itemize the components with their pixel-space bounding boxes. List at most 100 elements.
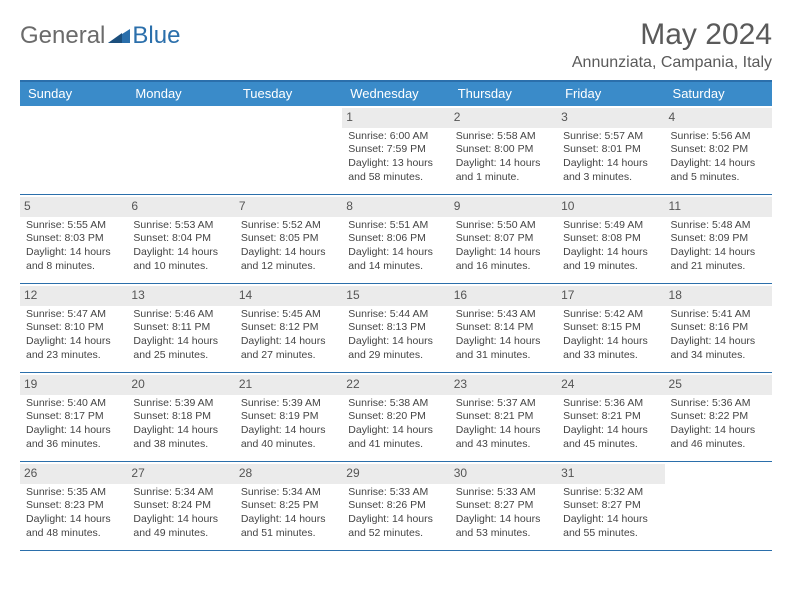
daylight-text: and 16 minutes. <box>456 260 553 274</box>
day-number: 17 <box>557 286 664 306</box>
calendar-day: 18Sunrise: 5:41 AMSunset: 8:16 PMDayligh… <box>665 284 772 372</box>
daylight-text: and 49 minutes. <box>133 527 230 541</box>
day-number: 11 <box>665 197 772 217</box>
calendar-day: . <box>20 106 127 194</box>
sunset-text: Sunset: 8:21 PM <box>563 410 660 424</box>
sunset-text: Sunset: 8:14 PM <box>456 321 553 335</box>
calendar-week: 12Sunrise: 5:47 AMSunset: 8:10 PMDayligh… <box>20 284 772 373</box>
daylight-text: Daylight: 14 hours <box>563 157 660 171</box>
daylight-text: Daylight: 14 hours <box>348 246 445 260</box>
daylight-text: Daylight: 14 hours <box>456 335 553 349</box>
calendar-day: 30Sunrise: 5:33 AMSunset: 8:27 PMDayligh… <box>450 462 557 550</box>
calendar-day: 19Sunrise: 5:40 AMSunset: 8:17 PMDayligh… <box>20 373 127 461</box>
daylight-text: Daylight: 14 hours <box>348 424 445 438</box>
calendar-page: General Blue May 2024 Annunziata, Campan… <box>0 0 792 561</box>
sunset-text: Sunset: 8:11 PM <box>133 321 230 335</box>
sunset-text: Sunset: 8:19 PM <box>241 410 338 424</box>
weekday-header: Tuesday <box>235 82 342 106</box>
daylight-text: and 10 minutes. <box>133 260 230 274</box>
sunset-text: Sunset: 7:59 PM <box>348 143 445 157</box>
calendar-day: . <box>127 106 234 194</box>
day-number: 4 <box>665 108 772 128</box>
daylight-text: Daylight: 14 hours <box>456 246 553 260</box>
daylight-text: Daylight: 14 hours <box>456 513 553 527</box>
daylight-text: and 8 minutes. <box>26 260 123 274</box>
calendar-day: 9Sunrise: 5:50 AMSunset: 8:07 PMDaylight… <box>450 195 557 283</box>
daylight-text: and 48 minutes. <box>26 527 123 541</box>
calendar-day: 21Sunrise: 5:39 AMSunset: 8:19 PMDayligh… <box>235 373 342 461</box>
calendar-week: ...1Sunrise: 6:00 AMSunset: 7:59 PMDayli… <box>20 106 772 195</box>
sunrise-text: Sunrise: 5:55 AM <box>26 219 123 233</box>
page-header: General Blue May 2024 Annunziata, Campan… <box>20 18 772 72</box>
daylight-text: and 45 minutes. <box>563 438 660 452</box>
sunrise-text: Sunrise: 5:34 AM <box>241 486 338 500</box>
sunset-text: Sunset: 8:17 PM <box>26 410 123 424</box>
sunrise-text: Sunrise: 5:58 AM <box>456 130 553 144</box>
day-number: 9 <box>450 197 557 217</box>
sunrise-text: Sunrise: 5:34 AM <box>133 486 230 500</box>
sunset-text: Sunset: 8:15 PM <box>563 321 660 335</box>
daylight-text: Daylight: 14 hours <box>26 513 123 527</box>
daylight-text: Daylight: 14 hours <box>563 335 660 349</box>
daylight-text: and 40 minutes. <box>241 438 338 452</box>
weekday-header: Monday <box>127 82 234 106</box>
sunrise-text: Sunrise: 5:47 AM <box>26 308 123 322</box>
daylight-text: and 55 minutes. <box>563 527 660 541</box>
calendar-day: 23Sunrise: 5:37 AMSunset: 8:21 PMDayligh… <box>450 373 557 461</box>
sunset-text: Sunset: 8:18 PM <box>133 410 230 424</box>
sunset-text: Sunset: 8:06 PM <box>348 232 445 246</box>
day-number: 26 <box>20 464 127 484</box>
day-number: 6 <box>127 197 234 217</box>
daylight-text: and 36 minutes. <box>26 438 123 452</box>
day-number: 5 <box>20 197 127 217</box>
sunrise-text: Sunrise: 5:46 AM <box>133 308 230 322</box>
calendar-day: 4Sunrise: 5:56 AMSunset: 8:02 PMDaylight… <box>665 106 772 194</box>
day-number: 2 <box>450 108 557 128</box>
sunset-text: Sunset: 8:27 PM <box>456 499 553 513</box>
sunrise-text: Sunrise: 5:43 AM <box>456 308 553 322</box>
day-number: 25 <box>665 375 772 395</box>
calendar-day: 13Sunrise: 5:46 AMSunset: 8:11 PMDayligh… <box>127 284 234 372</box>
day-number: 7 <box>235 197 342 217</box>
weekday-header: Sunday <box>20 82 127 106</box>
sunrise-text: Sunrise: 5:38 AM <box>348 397 445 411</box>
calendar-day: 25Sunrise: 5:36 AMSunset: 8:22 PMDayligh… <box>665 373 772 461</box>
calendar-day: 24Sunrise: 5:36 AMSunset: 8:21 PMDayligh… <box>557 373 664 461</box>
sunset-text: Sunset: 8:12 PM <box>241 321 338 335</box>
daylight-text: and 31 minutes. <box>456 349 553 363</box>
daylight-text: and 52 minutes. <box>348 527 445 541</box>
daylight-text: and 41 minutes. <box>348 438 445 452</box>
daylight-text: and 12 minutes. <box>241 260 338 274</box>
sunset-text: Sunset: 8:21 PM <box>456 410 553 424</box>
sunset-text: Sunset: 8:02 PM <box>671 143 768 157</box>
day-number: 19 <box>20 375 127 395</box>
daylight-text: and 29 minutes. <box>348 349 445 363</box>
sunset-text: Sunset: 8:22 PM <box>671 410 768 424</box>
sunrise-text: Sunrise: 5:37 AM <box>456 397 553 411</box>
daylight-text: Daylight: 13 hours <box>348 157 445 171</box>
daylight-text: Daylight: 14 hours <box>133 513 230 527</box>
sunset-text: Sunset: 8:24 PM <box>133 499 230 513</box>
sunset-text: Sunset: 8:03 PM <box>26 232 123 246</box>
sunset-text: Sunset: 8:10 PM <box>26 321 123 335</box>
daylight-text: Daylight: 14 hours <box>133 246 230 260</box>
sunset-text: Sunset: 8:26 PM <box>348 499 445 513</box>
sunset-text: Sunset: 8:16 PM <box>671 321 768 335</box>
daylight-text: Daylight: 14 hours <box>241 424 338 438</box>
daylight-text: Daylight: 14 hours <box>26 335 123 349</box>
day-number: 15 <box>342 286 449 306</box>
sunset-text: Sunset: 8:25 PM <box>241 499 338 513</box>
daylight-text: and 27 minutes. <box>241 349 338 363</box>
day-number: 20 <box>127 375 234 395</box>
day-number: 27 <box>127 464 234 484</box>
day-number: 28 <box>235 464 342 484</box>
sunrise-text: Sunrise: 5:57 AM <box>563 130 660 144</box>
calendar-week: 19Sunrise: 5:40 AMSunset: 8:17 PMDayligh… <box>20 373 772 462</box>
daylight-text: Daylight: 14 hours <box>671 246 768 260</box>
daylight-text: Daylight: 14 hours <box>26 246 123 260</box>
sunset-text: Sunset: 8:27 PM <box>563 499 660 513</box>
daylight-text: Daylight: 14 hours <box>241 513 338 527</box>
weekday-header-row: Sunday Monday Tuesday Wednesday Thursday… <box>20 82 772 106</box>
daylight-text: Daylight: 14 hours <box>671 424 768 438</box>
calendar-day: 2Sunrise: 5:58 AMSunset: 8:00 PMDaylight… <box>450 106 557 194</box>
